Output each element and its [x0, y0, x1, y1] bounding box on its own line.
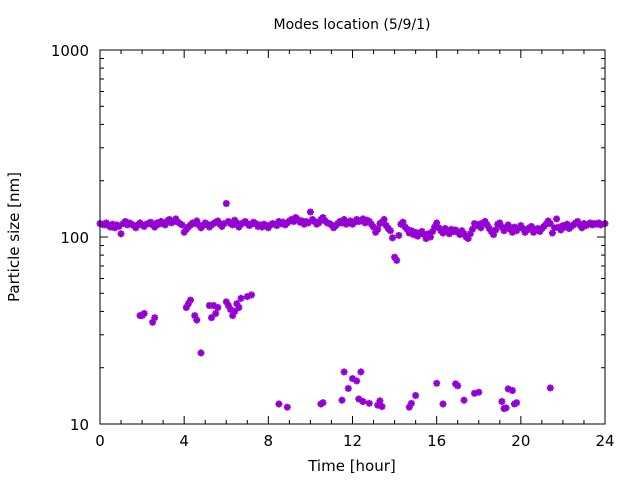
- data-point: [214, 304, 222, 311]
- data-point: [468, 225, 476, 233]
- x-tick-label: 0: [95, 432, 105, 450]
- data-point: [407, 399, 415, 407]
- data-point: [344, 384, 352, 392]
- data-point: [393, 256, 401, 264]
- x-tick-label: 12: [343, 432, 362, 450]
- x-tick-label: 20: [511, 432, 530, 450]
- data-point: [222, 200, 230, 207]
- data-point: [546, 220, 554, 228]
- data-point: [380, 216, 388, 223]
- data-point: [340, 368, 348, 376]
- x-axis-label: Time [hour]: [307, 457, 396, 475]
- x-tick-label: 8: [264, 432, 274, 450]
- data-point: [248, 291, 255, 299]
- data-point: [319, 399, 327, 407]
- data-point: [389, 234, 396, 242]
- data-point: [378, 403, 386, 410]
- data-point: [553, 215, 561, 223]
- data-point: [275, 400, 283, 408]
- data-point: [140, 310, 148, 317]
- data-point: [395, 231, 403, 239]
- data-point: [187, 296, 194, 304]
- data-point: [460, 396, 468, 404]
- data-point: [513, 399, 521, 407]
- data-point: [475, 388, 483, 396]
- data-point: [359, 398, 367, 405]
- data-point: [426, 233, 434, 241]
- y-tick-label: 10: [70, 416, 89, 434]
- data-point: [235, 304, 243, 311]
- data-point: [508, 387, 516, 394]
- chart-title: Modes location (5/9/1): [274, 17, 431, 33]
- y-axis-label: Particle size [nm]: [5, 172, 23, 302]
- data-point: [546, 384, 554, 392]
- y-tick-label: 1000: [51, 42, 89, 60]
- data-point: [338, 396, 346, 404]
- data-point: [502, 404, 510, 412]
- data-point: [498, 398, 506, 405]
- points-layer: [96, 200, 609, 412]
- data-point: [117, 230, 125, 238]
- data-point: [433, 379, 441, 387]
- plot-frame: [99, 49, 606, 425]
- data-point: [283, 403, 291, 411]
- x-tick-label: 24: [595, 432, 614, 450]
- data-point: [178, 221, 186, 229]
- data-point: [357, 368, 365, 376]
- data-point: [212, 310, 220, 317]
- data-point: [376, 397, 384, 405]
- y-tick-label: 100: [60, 229, 89, 247]
- data-point: [237, 294, 245, 302]
- x-tick-label: 16: [427, 432, 446, 450]
- data-point: [151, 314, 159, 322]
- data-point: [306, 208, 314, 216]
- data-point: [193, 316, 201, 324]
- data-point: [412, 392, 420, 399]
- data-point: [365, 399, 373, 407]
- data-point: [208, 314, 215, 322]
- data-point: [386, 227, 394, 235]
- data-point: [353, 377, 361, 385]
- data-point: [197, 349, 205, 357]
- x-tick-label: 4: [179, 432, 189, 450]
- data-point: [439, 400, 447, 408]
- data-point: [454, 382, 462, 390]
- data-point: [492, 226, 500, 234]
- data-point: [374, 225, 382, 233]
